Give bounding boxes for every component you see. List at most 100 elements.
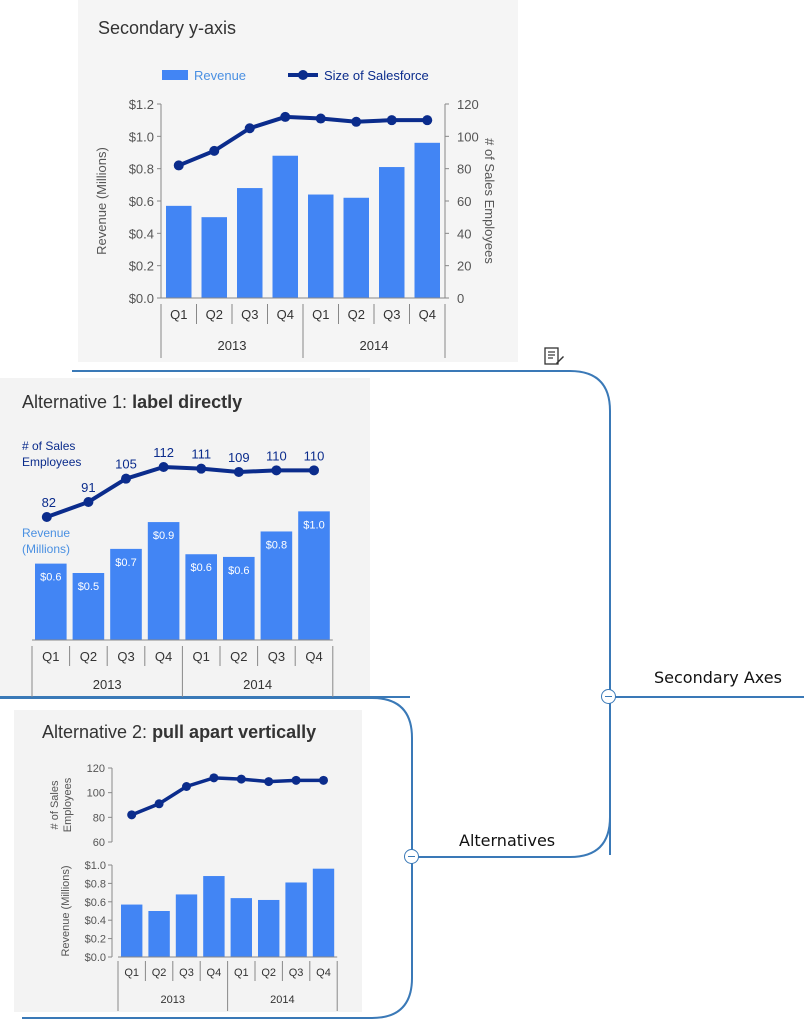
salesforce-data-label: 109	[228, 450, 250, 465]
y-bottom-tick-label: $0.2	[85, 934, 106, 946]
alternative-1-panel: Alternative 1: label directly $0.6 $0.5 $0…	[0, 378, 370, 697]
revenue-bar	[260, 531, 293, 640]
salesforce-point	[173, 160, 184, 171]
revenue-bar	[379, 167, 405, 298]
panel-title: Alternative 1: label directly	[22, 392, 242, 413]
employees-label-line1: # of Sales	[22, 439, 75, 453]
salesforce-point	[315, 113, 326, 124]
legend-salesforce-label: Size of Salesforce	[324, 68, 429, 83]
x-tick-label: Q3	[241, 307, 258, 322]
y-top-tick-label: 120	[87, 763, 105, 775]
y-left-tick-label: $0.0	[129, 291, 154, 306]
x-tick-label: Q2	[206, 307, 223, 322]
alternative-2-panel: Alternative 2: pull apart vertically 60 8…	[14, 710, 362, 1022]
y-left-tick-label: $0.8	[129, 162, 154, 177]
x-tick-label: Q2	[348, 307, 365, 322]
collapse-alternatives-button[interactable]	[404, 849, 419, 864]
x-tick-label: Q2	[152, 967, 167, 979]
revenue-bar	[166, 205, 192, 298]
y-bottom-axis-title: Revenue (Millions)	[60, 865, 72, 956]
revenue-bar	[414, 142, 440, 298]
salesforce-point	[271, 465, 282, 476]
x-tick-label: Q4	[305, 649, 322, 664]
y-right-tick-label: 100	[457, 129, 479, 144]
revenue-label-line2: (Millions)	[22, 542, 70, 556]
x-tick-label: Q4	[155, 649, 172, 664]
panel-title: Secondary y-axis	[98, 18, 237, 38]
salesforce-point	[209, 773, 219, 783]
salesforce-point	[41, 512, 52, 522]
y-left-tick-label: $0.2	[129, 259, 154, 274]
salesforce-point	[309, 465, 319, 476]
salesforce-point	[422, 115, 433, 126]
revenue-bar	[72, 573, 105, 640]
salesforce-point	[196, 463, 207, 474]
salesforce-point	[291, 775, 301, 785]
y-top-axis-title-line1: # of Sales	[49, 780, 61, 829]
salesforce-point	[236, 774, 246, 784]
salesforce-point	[83, 497, 94, 507]
x-tick-label: Q1	[170, 307, 187, 322]
x-tick-label: Q4	[316, 967, 331, 979]
revenue-bar	[285, 882, 307, 957]
salesforce-point	[158, 462, 169, 472]
revenue-bar	[312, 868, 335, 957]
salesforce-data-label: 110	[304, 448, 325, 463]
y-left-tick-label: $0.4	[129, 226, 154, 241]
pull-apart-chart: 60 80 100 120 # of Sales Employees $0.0 $0.2 $0.…	[49, 763, 338, 1011]
y-right-tick-label: 0	[457, 291, 464, 306]
panel-title: Alternative 2: pull apart vertically	[42, 722, 316, 743]
salesforce-data-label: 112	[153, 445, 174, 460]
revenue-bar	[185, 554, 217, 640]
x-tick-label: Q1	[193, 649, 210, 664]
salesforce-point	[154, 799, 164, 809]
alternatives-node[interactable]: Alternatives	[459, 831, 556, 850]
x-tick-label: Q1	[312, 307, 329, 322]
revenue-bar	[201, 217, 227, 298]
salesforce-line	[46, 464, 314, 519]
revenue-bar	[147, 522, 180, 640]
y-top-tick-label: 100	[87, 788, 105, 800]
y-right-tick-label: 40	[457, 226, 471, 241]
y-bottom-tick-label: $0.4	[85, 915, 106, 927]
x-tick-label: Q4	[419, 307, 436, 322]
x-tick-label: Q2	[230, 649, 247, 664]
x-tick-label: Q4	[277, 307, 294, 322]
revenue-bar	[203, 876, 225, 957]
salesforce-line	[131, 776, 324, 817]
revenue-bar	[298, 511, 330, 640]
group-label: 2014	[243, 677, 272, 692]
x-tick-label: Q4	[207, 967, 222, 979]
salesforce-point	[182, 782, 191, 791]
title-prefix: Alternative 2:	[42, 722, 153, 742]
revenue-data-label: $0.5	[78, 581, 99, 593]
y-left-tick-label: $1.0	[129, 129, 154, 144]
secondary-axis-chart: Revenue Size of Salesforce $0.0 $0.2 $0.4 $0.…	[94, 68, 497, 358]
collapse-secondary-axes-button[interactable]	[601, 689, 616, 704]
y-bottom-tick-label: $1.0	[85, 860, 106, 872]
salesforce-data-label: 105	[115, 457, 137, 472]
revenue-data-label: $0.6	[228, 565, 249, 577]
legend-revenue-swatch	[162, 70, 188, 80]
title-emphasis: label directly	[132, 392, 243, 412]
revenue-bar	[258, 899, 280, 957]
title-emphasis: pull apart vertically	[152, 722, 317, 742]
group-label: 2014	[270, 994, 294, 1006]
x-tick-label: Q3	[268, 649, 285, 664]
salesforce-point	[233, 467, 244, 477]
revenue-data-label: $1.0	[303, 519, 324, 531]
revenue-label-line1: Revenue	[22, 526, 70, 540]
x-tick-label: Q1	[124, 967, 139, 979]
secondary-y-axis-panel: Secondary y-axis Revenue Size of Salesfor…	[78, 0, 518, 362]
note-edit-icon[interactable]	[543, 346, 565, 368]
salesforce-point	[127, 810, 137, 820]
salesforce-data-label: 111	[191, 447, 211, 462]
secondary-axes-node[interactable]: Secondary Axes	[654, 668, 782, 687]
salesforce-point	[319, 775, 328, 785]
salesforce-point	[280, 111, 291, 122]
label-directly-chart: $0.6 $0.5 $0.7 $0.9 $0.6 $0.6 $0.8 $1.0 Q1 Q2 Q3 Q4…	[22, 439, 334, 697]
revenue-data-label: $0.6	[40, 572, 61, 584]
y-left-axis-title: Revenue (Millions)	[94, 147, 109, 255]
legend-salesforce-marker	[298, 70, 308, 80]
salesforce-point	[244, 123, 255, 134]
